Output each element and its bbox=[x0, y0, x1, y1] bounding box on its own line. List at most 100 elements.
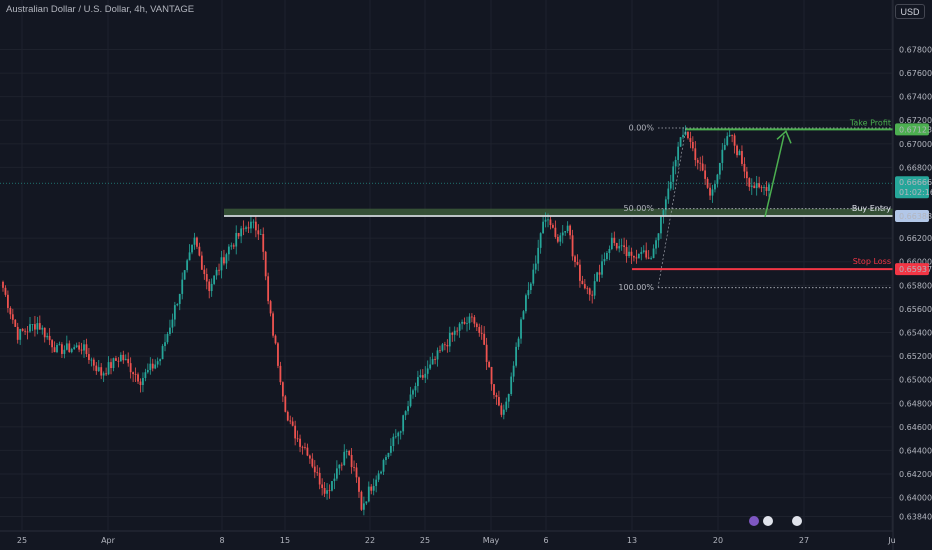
candle-body bbox=[664, 199, 667, 211]
buy-zone-layer bbox=[224, 208, 893, 217]
candle-body bbox=[564, 231, 567, 233]
candle-body bbox=[532, 269, 535, 284]
candle-body bbox=[691, 141, 694, 149]
time-tick-label: 8 bbox=[219, 536, 224, 545]
candle-body bbox=[412, 390, 414, 395]
candle-body bbox=[58, 344, 61, 346]
candle-body bbox=[331, 481, 333, 491]
candle-body bbox=[34, 324, 36, 330]
us-flag-event-icon[interactable] bbox=[792, 516, 802, 526]
candle-body bbox=[355, 467, 358, 478]
candle-body bbox=[606, 252, 608, 260]
candle-body bbox=[650, 258, 653, 259]
candle-body bbox=[385, 457, 387, 461]
price-tick-label: 0.64400 bbox=[899, 446, 932, 455]
candle-body bbox=[426, 368, 429, 374]
flash-event-icon[interactable] bbox=[749, 516, 759, 526]
candle-body bbox=[718, 162, 721, 175]
candle-body bbox=[733, 135, 736, 146]
candle-body bbox=[566, 225, 569, 232]
fib-level-label: 100.00% bbox=[618, 283, 654, 292]
stop-loss-label: Stop Loss bbox=[853, 257, 891, 266]
candle-body bbox=[186, 260, 189, 271]
candle-body bbox=[755, 183, 758, 189]
price-tick-label: 0.65400 bbox=[899, 329, 932, 338]
candle-body bbox=[340, 464, 343, 466]
candle-body bbox=[304, 447, 306, 448]
candle-body bbox=[2, 281, 4, 288]
candle-body bbox=[218, 269, 220, 271]
time-tick-label: 25 bbox=[17, 536, 27, 545]
candle-body bbox=[441, 344, 444, 351]
candle-body bbox=[586, 288, 589, 290]
candle-body bbox=[198, 246, 201, 256]
candle-body bbox=[473, 317, 476, 324]
candle-body bbox=[556, 236, 559, 242]
candle-body bbox=[502, 409, 505, 415]
candle-body bbox=[348, 450, 351, 455]
candle-body bbox=[672, 166, 675, 182]
candle-body bbox=[456, 330, 459, 332]
levels: 0.00% 50.00% 100.00% Take Profit Buy Entry St… bbox=[0, 118, 893, 292]
candle-body bbox=[407, 406, 409, 412]
candle-body bbox=[151, 363, 154, 369]
candle-body bbox=[240, 228, 243, 237]
time-axis: 25 Apr 8 15 22 25 May 6 13 20 27 Ju bbox=[0, 530, 896, 545]
candle-body bbox=[451, 332, 454, 335]
candle-body bbox=[498, 397, 500, 406]
candle-body bbox=[178, 293, 181, 304]
candle-body bbox=[409, 394, 412, 407]
us-flag-event-icon[interactable] bbox=[763, 516, 773, 526]
candle-body bbox=[684, 131, 687, 135]
candle-body bbox=[593, 281, 596, 296]
candle-body bbox=[127, 358, 130, 364]
candle-body bbox=[711, 189, 714, 196]
candle-body bbox=[95, 365, 98, 372]
candle-body bbox=[124, 358, 127, 361]
candle-body bbox=[768, 184, 770, 191]
candle-body bbox=[655, 240, 657, 249]
candle-body bbox=[745, 171, 748, 179]
candle-body bbox=[306, 447, 309, 456]
time-tick-label: May bbox=[483, 536, 500, 545]
fib-level-label: 0.00% bbox=[629, 124, 655, 133]
price-tick-label: 0.65200 bbox=[899, 352, 932, 361]
candle-body bbox=[215, 269, 218, 276]
candle-body bbox=[208, 281, 211, 292]
candle-body bbox=[421, 375, 424, 378]
candle-body bbox=[181, 279, 184, 294]
candle-body bbox=[205, 274, 208, 282]
candle-body bbox=[743, 163, 746, 172]
candle-body bbox=[269, 301, 272, 314]
candle-body bbox=[115, 358, 117, 361]
candle-body bbox=[311, 458, 314, 467]
candle-body bbox=[750, 185, 753, 187]
candle-body bbox=[444, 344, 446, 346]
currency-button[interactable]: USD bbox=[895, 4, 925, 19]
candle-body bbox=[552, 225, 554, 228]
candle-body bbox=[726, 136, 729, 145]
candle-body bbox=[431, 359, 434, 365]
candle-body bbox=[137, 374, 139, 382]
candle-body bbox=[434, 359, 436, 360]
candle-body bbox=[26, 331, 29, 333]
candle-body bbox=[262, 233, 265, 252]
candle-body bbox=[321, 484, 324, 488]
candle-body bbox=[267, 276, 270, 302]
candle-body bbox=[7, 294, 9, 308]
candle-body bbox=[68, 343, 71, 353]
candle-body bbox=[507, 393, 510, 402]
time-tick-label: 15 bbox=[280, 536, 290, 545]
candle-body bbox=[257, 230, 260, 235]
candle-body bbox=[517, 338, 520, 347]
candle-body bbox=[402, 415, 405, 432]
candle-body bbox=[576, 262, 579, 265]
price-tick-label: 0.65600 bbox=[899, 305, 932, 314]
candle-body bbox=[539, 233, 542, 248]
candle-body bbox=[706, 178, 709, 188]
candle-body bbox=[274, 335, 277, 344]
candle-body bbox=[63, 349, 66, 354]
candle-body bbox=[301, 446, 304, 448]
stop-loss-price: 0.65937 bbox=[899, 265, 932, 274]
